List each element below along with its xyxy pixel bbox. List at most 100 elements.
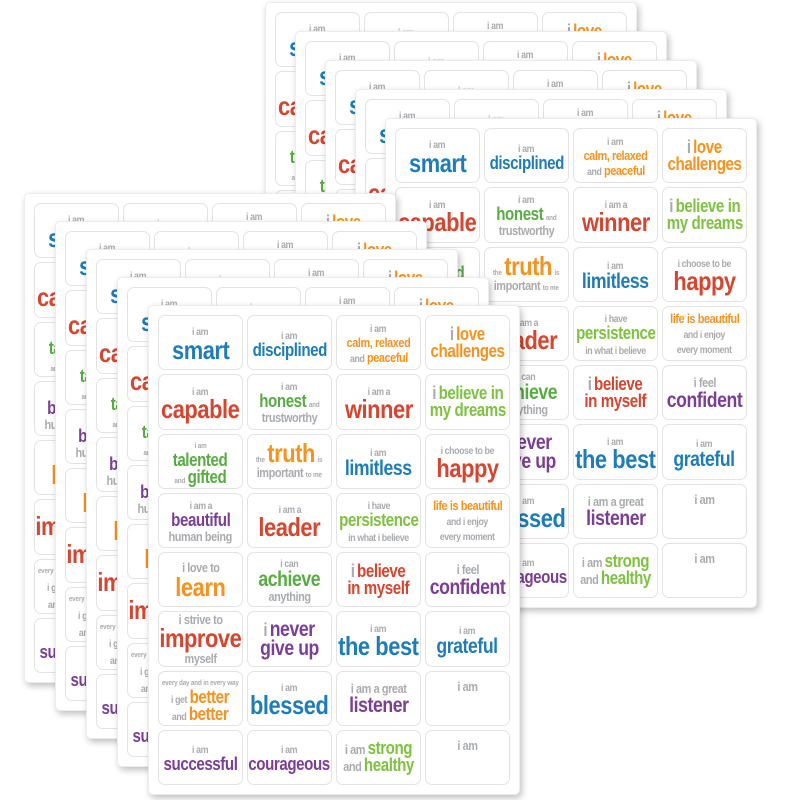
sticker-text: i am	[607, 135, 624, 148]
sticker-line: the best	[337, 633, 420, 659]
sticker-text: i am	[518, 142, 535, 155]
sticker-text: to me	[306, 470, 323, 480]
sticker-line: in myself	[346, 577, 410, 598]
sticker-line: i am	[456, 680, 479, 693]
sticker-text: courageous	[248, 754, 331, 775]
sticker-line: learn	[174, 574, 227, 600]
sticker-line: improve	[159, 625, 242, 651]
sticker-text: winner	[344, 393, 413, 424]
sticker-line: talented	[172, 451, 229, 469]
sticker-line: i am	[428, 197, 446, 210]
sticker-text: in what i believe	[348, 531, 409, 544]
sticker-line: grateful	[436, 634, 500, 658]
sticker-text: calm, relaxed	[583, 148, 648, 164]
sticker-line: i am	[606, 134, 624, 148]
sticker-line: courageous	[248, 754, 331, 775]
sticker-text: blessed	[250, 690, 329, 721]
sticker-text: successful	[163, 754, 238, 775]
sticker-text: listener	[348, 694, 409, 718]
sticker-line: successful	[162, 754, 238, 775]
sticker-text: and	[343, 759, 362, 775]
sticker-text: smart	[171, 334, 230, 365]
sticker-text: is	[317, 454, 323, 464]
sticker-line: anything	[267, 590, 312, 603]
sticker-line: i am	[428, 137, 446, 152]
sticker-text: peaceful	[366, 350, 408, 366]
sticker-text: improve	[159, 623, 242, 654]
sticker-text: i am	[429, 139, 446, 152]
sticker-line: persistence	[338, 511, 420, 529]
sticker-text: and	[308, 400, 320, 410]
sticker-text: and i enjoy	[446, 515, 489, 528]
sticker-text: better	[189, 703, 229, 724]
sticker-line: achieve	[257, 569, 321, 590]
sticker-text: and	[349, 353, 365, 366]
sticker-text: anything	[268, 589, 311, 605]
sticker-line: i am	[398, 108, 416, 122]
sticker-text: myself	[184, 650, 217, 666]
sticker-text: confident	[429, 575, 506, 599]
sticker-text: and	[586, 166, 602, 179]
sticker-text: in myself	[347, 577, 410, 598]
sticker-line: in what i believe	[347, 530, 410, 544]
sticker-text: i am	[344, 742, 366, 758]
sticker-text: learn	[175, 571, 226, 602]
sticker-text: grateful	[436, 634, 499, 658]
sticker-text: and	[545, 213, 557, 223]
sticker-line: beautiful	[170, 511, 232, 529]
sticker-text: i am	[457, 678, 478, 694]
sticker-text: healthy	[363, 755, 414, 776]
sticker-text: happy	[436, 453, 499, 484]
sticker-text: the	[256, 454, 266, 464]
sticker-line: blessed	[249, 692, 330, 718]
sticker-line: calm, relaxed	[582, 149, 648, 162]
sticker-text: the best	[338, 630, 419, 661]
sticker-text: life is beautiful	[432, 497, 503, 513]
sticker-line: i am	[516, 47, 534, 61]
sticker-text: and	[174, 475, 186, 485]
sticker-line: life is beautiful	[432, 499, 504, 512]
sticker-line: challenges	[666, 155, 742, 173]
sticker-text: i am	[370, 322, 387, 335]
sticker-text: smart	[408, 147, 467, 178]
sticker-line: i am	[546, 76, 564, 90]
sticker-text: important	[256, 465, 304, 481]
sticker-line: trustworthy	[498, 224, 556, 237]
sticker-text: my dreams	[429, 399, 506, 420]
sticker-text: i	[567, 21, 571, 41]
sticker-line: listener	[348, 694, 410, 718]
sticker-line: smart	[408, 150, 468, 176]
sticker-line: disciplined	[251, 341, 328, 359]
sticker-text: i am	[517, 48, 534, 61]
sticker-line: smart	[171, 337, 231, 363]
